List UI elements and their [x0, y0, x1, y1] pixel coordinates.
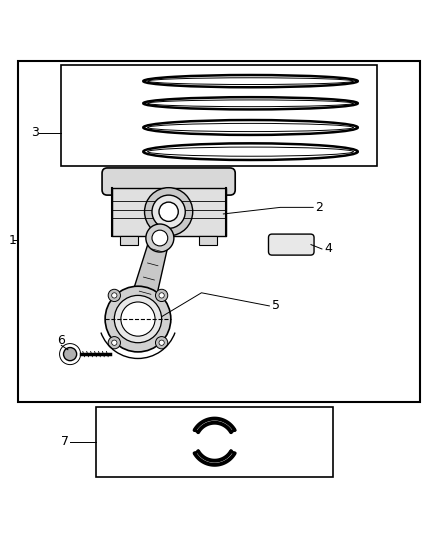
Circle shape — [114, 295, 162, 343]
Text: 5: 5 — [272, 300, 279, 312]
Circle shape — [108, 336, 120, 349]
Circle shape — [108, 289, 120, 302]
Circle shape — [155, 336, 168, 349]
Polygon shape — [125, 236, 169, 322]
Circle shape — [159, 293, 164, 298]
Circle shape — [159, 340, 164, 345]
Circle shape — [145, 188, 193, 236]
Circle shape — [64, 348, 77, 361]
Text: 7: 7 — [61, 435, 69, 448]
Bar — [61, 65, 377, 166]
Text: 1: 1 — [9, 233, 17, 247]
Bar — [199, 236, 217, 246]
Text: 4: 4 — [324, 243, 332, 255]
Circle shape — [146, 224, 174, 252]
Text: 6: 6 — [57, 335, 65, 348]
FancyBboxPatch shape — [102, 168, 235, 195]
Circle shape — [155, 289, 168, 302]
Circle shape — [112, 293, 117, 298]
Text: 3: 3 — [31, 126, 39, 140]
Bar — [96, 407, 333, 477]
Bar — [120, 236, 138, 246]
Circle shape — [159, 202, 178, 221]
Text: 2: 2 — [315, 201, 323, 214]
FancyBboxPatch shape — [268, 234, 314, 255]
Circle shape — [105, 286, 171, 352]
Circle shape — [112, 340, 117, 345]
Bar — [18, 61, 420, 402]
Circle shape — [121, 302, 155, 336]
Bar — [112, 188, 226, 236]
Circle shape — [152, 195, 185, 229]
Circle shape — [152, 230, 168, 246]
